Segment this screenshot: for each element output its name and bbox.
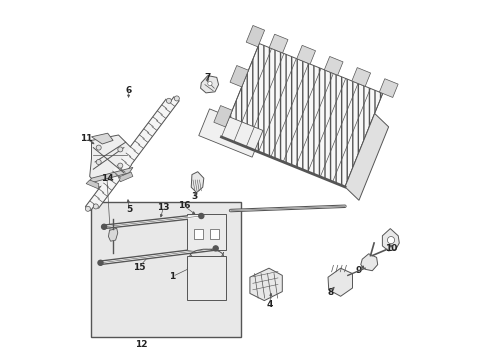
Circle shape [96,145,101,150]
Polygon shape [382,229,399,251]
Bar [210,229,219,239]
Polygon shape [249,268,282,301]
Circle shape [85,206,90,211]
Circle shape [199,213,203,219]
Polygon shape [221,44,382,187]
Circle shape [118,147,122,152]
Text: 16: 16 [178,202,190,210]
Circle shape [96,159,101,165]
Bar [194,229,203,239]
Circle shape [118,163,122,168]
Polygon shape [200,76,218,93]
Polygon shape [191,172,203,193]
Text: 3: 3 [191,192,198,201]
Polygon shape [344,113,388,200]
Polygon shape [360,254,377,271]
Polygon shape [86,180,99,189]
Polygon shape [229,66,248,87]
Text: 14: 14 [101,174,113,183]
Polygon shape [324,57,343,75]
Polygon shape [108,228,118,241]
Polygon shape [327,268,352,296]
Polygon shape [269,34,287,53]
Polygon shape [198,109,263,157]
Circle shape [98,260,103,265]
Bar [186,256,226,300]
Text: 9: 9 [355,266,362,275]
Circle shape [386,237,394,244]
Text: 2: 2 [202,278,207,287]
Polygon shape [118,172,133,182]
Text: 11: 11 [80,134,92,143]
Polygon shape [351,68,370,86]
Polygon shape [91,133,113,144]
Text: 5: 5 [126,205,132,214]
Circle shape [102,224,106,229]
Bar [91,202,241,337]
Text: 4: 4 [266,300,272,309]
Text: 10: 10 [385,244,397,253]
Polygon shape [213,105,232,127]
Text: 15: 15 [133,263,145,271]
Text: 6: 6 [125,86,131,95]
Polygon shape [296,45,315,64]
Circle shape [213,246,218,251]
Text: 7: 7 [204,73,210,82]
Text: 13: 13 [157,202,169,211]
Circle shape [93,204,98,209]
Polygon shape [245,26,264,47]
Polygon shape [379,79,397,98]
Text: 12: 12 [135,340,147,349]
Bar [186,214,226,250]
Text: 8: 8 [326,288,333,297]
Polygon shape [88,167,133,184]
Circle shape [207,81,212,86]
Text: 1: 1 [169,272,175,281]
Text: 17: 17 [184,266,197,276]
Polygon shape [89,135,131,187]
Circle shape [174,96,179,101]
Circle shape [166,98,171,103]
